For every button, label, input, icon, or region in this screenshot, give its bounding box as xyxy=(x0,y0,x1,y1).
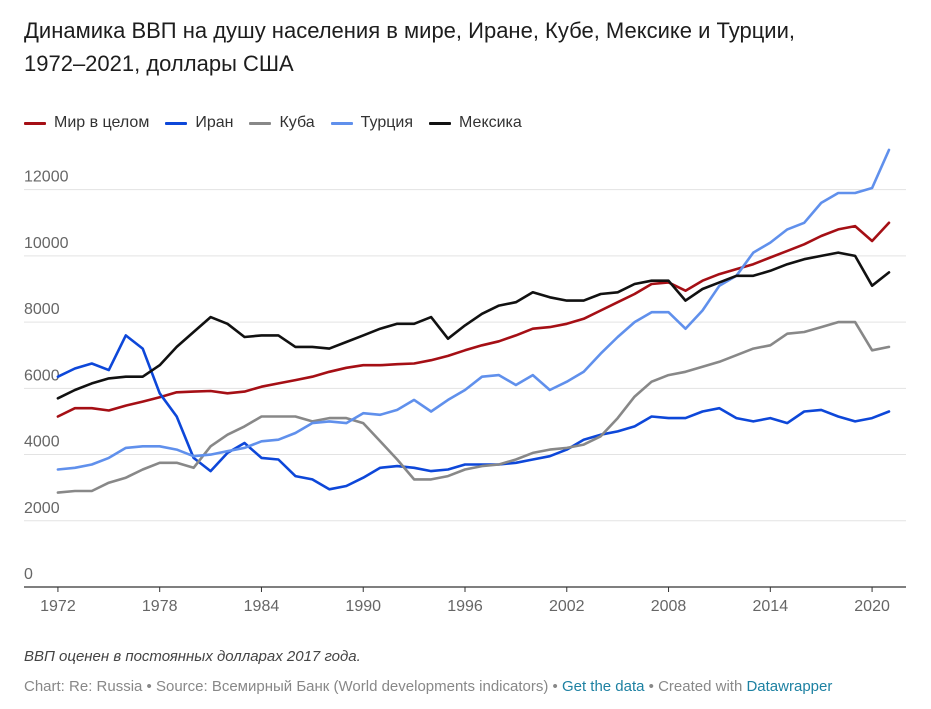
x-tick-label: 1990 xyxy=(345,598,381,615)
x-tick-label: 1996 xyxy=(447,598,483,615)
y-tick-label: 8000 xyxy=(24,301,60,318)
chart-notes: ВВП оценен в постоянных долларах 2017 го… xyxy=(24,648,361,665)
x-tick-label: 2014 xyxy=(753,598,789,615)
datawrapper-link[interactable]: Datawrapper xyxy=(746,678,833,695)
legend-item-mexico: Мексика xyxy=(429,114,522,132)
footer-chart-credit: Chart: Re: Russia xyxy=(24,678,143,695)
legend-label-mexico: Мексика xyxy=(459,114,522,131)
y-tick-label: 2000 xyxy=(24,500,60,517)
x-tick-label: 2002 xyxy=(549,598,585,615)
legend-label-turkey: Турция xyxy=(360,114,414,131)
chart-footer: Chart: Re: Russia • Source: Всемирный Ба… xyxy=(24,678,832,695)
legend-swatch-turkey xyxy=(330,121,353,125)
x-tick-label: 2020 xyxy=(854,598,890,615)
chart-legend: Мир в целом Иран Куба Турция Мексика xyxy=(24,114,522,132)
footer-separator: • xyxy=(548,678,562,695)
legend-label-cuba: Куба xyxy=(279,114,315,131)
chart-title-line-1: Динамика ВВП на душу населения в мире, И… xyxy=(24,18,795,43)
y-tick-label: 6000 xyxy=(24,367,60,384)
series-line-1 xyxy=(56,334,891,491)
footer-separator: • xyxy=(644,678,659,695)
chart-title: Динамика ВВП на душу населения в мире, И… xyxy=(24,14,914,80)
legend-swatch-cuba xyxy=(249,121,272,125)
y-tick-label: 0 xyxy=(24,566,33,583)
legend-label-world: Мир в целом xyxy=(54,114,150,131)
legend-item-turkey: Турция xyxy=(330,114,414,132)
x-tick-label: 1978 xyxy=(142,598,178,615)
legend-swatch-mexico xyxy=(429,121,452,125)
line-chart: 0 2000 4000 6000 8000 10000 12000 1972 1978 1984 1… xyxy=(24,148,906,615)
legend-swatch-world xyxy=(24,121,46,125)
get-the-data-link[interactable]: Get the data xyxy=(561,678,645,695)
legend-swatch-iran xyxy=(165,121,188,125)
legend-item-cuba: Куба xyxy=(249,114,315,132)
footer-created-with: Created with xyxy=(658,678,747,695)
series-line-0 xyxy=(56,221,891,418)
y-tick-label: 10000 xyxy=(24,235,69,252)
series-line-3 xyxy=(56,148,891,471)
x-tick-label: 1984 xyxy=(244,598,280,615)
footer-separator: • xyxy=(142,678,156,695)
x-tick-label: 1972 xyxy=(40,598,76,615)
legend-label-iran: Иран xyxy=(195,114,234,131)
legend-item-iran: Иран xyxy=(165,114,233,132)
series-line-2 xyxy=(56,320,891,494)
legend-item-world: Мир в целом xyxy=(24,114,149,132)
chart-title-line-2: 1972–2021, доллары США xyxy=(24,51,294,76)
footer-source: Source: Всемирный Банк (World developmen… xyxy=(155,678,549,695)
y-tick-label: 4000 xyxy=(24,434,60,451)
series-line-4 xyxy=(56,251,891,400)
x-tick-label: 2008 xyxy=(651,598,687,615)
y-tick-label: 12000 xyxy=(24,169,69,186)
